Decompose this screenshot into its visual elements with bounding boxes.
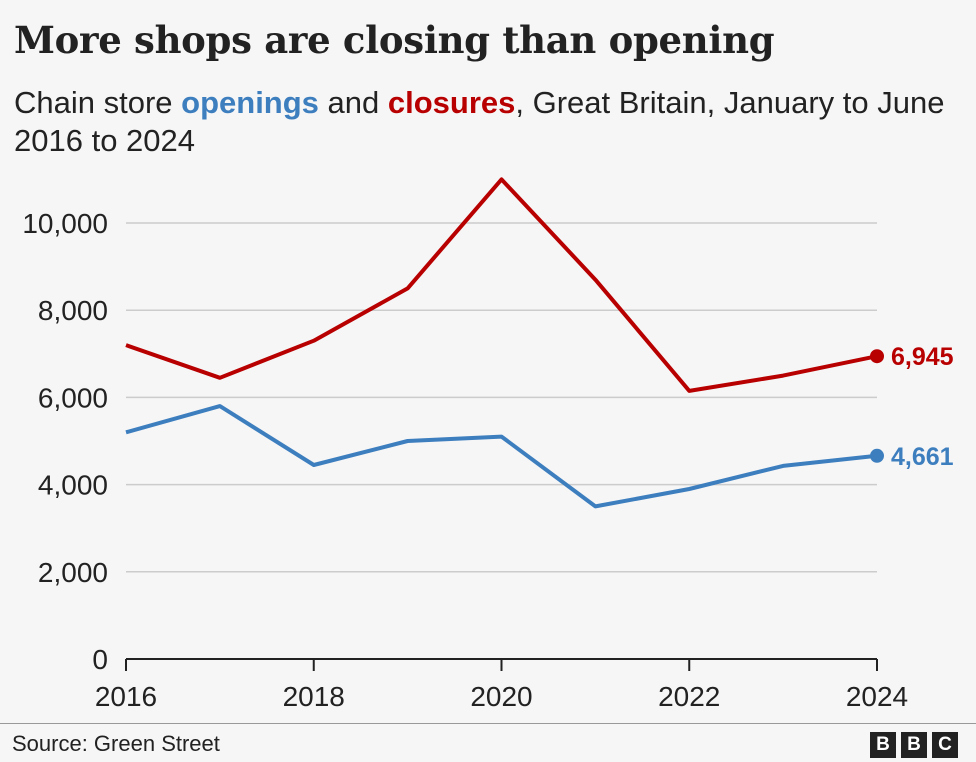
x-tick-label: 2022	[658, 681, 720, 712]
y-tick-label: 4,000	[38, 470, 108, 501]
y-tick-label: 0	[92, 644, 108, 675]
subtitle-openings: openings	[181, 85, 319, 120]
openings-end-label: 4,661	[891, 443, 954, 471]
closures-end-point	[870, 349, 884, 364]
source-note: Source: Green Street	[12, 731, 220, 756]
x-tick-label: 2018	[283, 681, 345, 712]
y-tick-label: 10,000	[22, 208, 108, 239]
x-axis	[125, 658, 878, 671]
openings-line	[125, 404, 878, 509]
logo-letter-b1: B	[870, 732, 896, 758]
openings-end-point	[870, 448, 884, 463]
x-tick-label: 2020	[470, 681, 532, 712]
logo-letter-c: C	[932, 732, 958, 758]
chart-title: More shops are closing than opening	[14, 18, 775, 62]
bbc-logo: B B C	[870, 732, 958, 758]
x-tick-label: 2024	[846, 681, 908, 712]
footer-divider	[0, 723, 976, 724]
y-tick-label: 8,000	[38, 295, 108, 326]
closures-end-label: 6,945	[891, 343, 954, 371]
grid-lines	[126, 222, 877, 573]
chart-subtitle: Chain store openings and closures, Great…	[14, 84, 954, 160]
y-tick-label: 6,000	[38, 382, 108, 413]
y-tick-label: 2,000	[38, 557, 108, 588]
x-tick-label: 2016	[95, 681, 157, 712]
series-lines	[125, 177, 884, 509]
logo-letter-b2: B	[901, 732, 927, 758]
closures-line	[125, 177, 878, 393]
axis-labels: 0 2,000 4,000 6,000 8,000 10,000 2016 2018 2020 2…	[22, 208, 953, 712]
subtitle-prefix: Chain store	[14, 85, 182, 120]
subtitle-middle: and	[318, 85, 388, 120]
subtitle-suffix: , Great Britain, January to June 2016 to…	[14, 85, 945, 158]
subtitle-closures: closures	[387, 85, 516, 120]
